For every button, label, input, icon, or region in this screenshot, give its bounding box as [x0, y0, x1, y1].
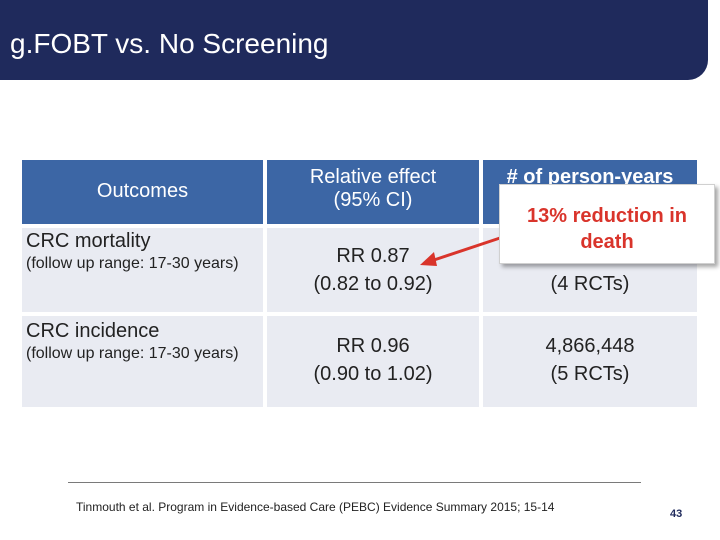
footnote: Tinmouth et al. Program in Evidence-base… — [76, 500, 555, 514]
slide-title: g.FOBT vs. No Screening — [10, 28, 329, 59]
title-bar: g.FOBT vs. No Screening — [0, 0, 708, 80]
table-row-person-years: 4,866,448 (5 RCTs) — [483, 316, 697, 407]
header-outcomes: Outcomes — [22, 160, 263, 224]
callout-text: 13% reduction in death — [526, 205, 688, 253]
page-number: 43 — [670, 508, 683, 520]
table-row-outcome: CRC mortality (follow up range: 17-30 ye… — [22, 228, 263, 312]
callout-box: 13% reduction in death — [499, 184, 715, 264]
footnote-divider — [68, 482, 641, 483]
table-row-effect: RR 0.87 (0.82 to 0.92) — [267, 228, 479, 312]
table-row-effect: RR 0.96 (0.90 to 1.02) — [267, 316, 479, 407]
table-row-outcome: CRC incidence (follow up range: 17-30 ye… — [22, 316, 263, 407]
header-relative-effect: Relative effect (95% CI) — [267, 160, 479, 224]
